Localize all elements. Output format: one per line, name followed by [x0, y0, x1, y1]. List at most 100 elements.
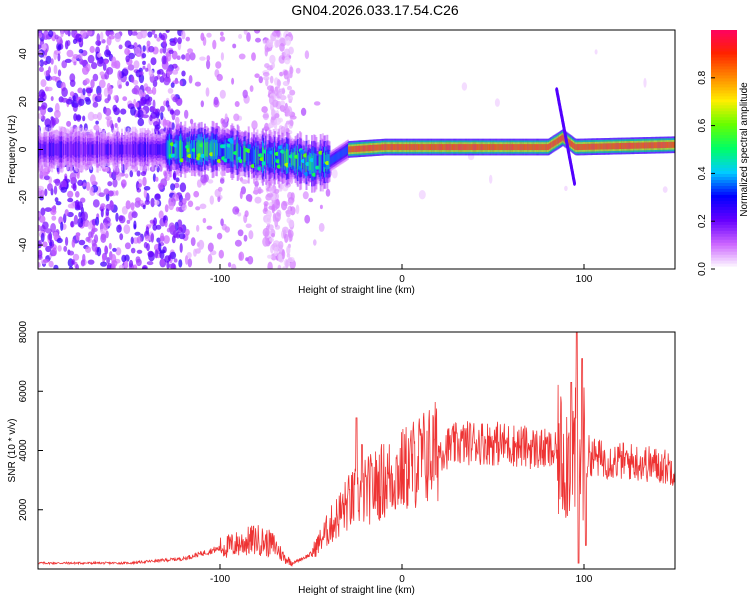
spectrogram-ridge-cell	[297, 153, 300, 168]
spectrogram-ridge-cell	[209, 143, 212, 156]
spectrogram-ridge-cell	[587, 143, 590, 150]
spectrogram-blob	[313, 239, 317, 246]
spectrogram-ridge-cell	[122, 144, 125, 155]
spectrogram-ridge-cell	[240, 146, 242, 161]
spectrogram-blob	[93, 234, 99, 244]
spectrogram-blob	[304, 50, 310, 60]
spectrogram-ridge-cell	[573, 142, 576, 149]
spectrogram-blob	[77, 179, 84, 186]
spectrogram-blob	[113, 95, 118, 101]
spectrogram-ridge-cell	[54, 143, 57, 156]
spectrogram-blob	[152, 99, 156, 109]
colorbar-cell	[711, 200, 737, 204]
spectrogram-blob	[216, 73, 223, 82]
spectrogram-ridge-cell	[523, 144, 526, 151]
spectrogram-ridge-cell	[360, 145, 363, 152]
spectrogram-ridge-cell	[83, 142, 86, 157]
spectrogram-blob	[152, 173, 156, 182]
spectrogram-blob	[82, 253, 86, 263]
spectrogram-blob	[168, 222, 175, 232]
spectrogram-ridge-cell	[142, 144, 145, 155]
spectrogram-ridge-cell	[554, 139, 557, 146]
spectrogram-blob	[313, 101, 321, 106]
colorbar-cell	[711, 263, 737, 267]
colorbar-cell	[711, 33, 737, 37]
spectrogram-ridge-cell	[557, 137, 560, 144]
spectrogram-ridge-cell	[388, 144, 391, 151]
spectrogram-ridge-cell	[272, 147, 275, 168]
spectrogram-ridge-cell	[268, 146, 271, 169]
spectrogram-blob	[254, 196, 262, 204]
spectrogram-ridge-cell	[558, 136, 561, 143]
spectrogram-ridge-cell	[295, 151, 298, 169]
spectrogram-ridge-cell	[348, 146, 351, 153]
spectrogram-ridge-cell	[224, 143, 227, 158]
colorbar-cell	[711, 197, 737, 201]
spectrogram-blob	[96, 58, 104, 67]
spectrogram-ridge-cell	[542, 144, 545, 151]
x-axis-label: Height of straight line (km)	[298, 285, 415, 296]
spectrogram-blob	[115, 212, 119, 222]
spectrogram-blob	[49, 118, 55, 129]
spectrogram-ridge-cell	[308, 156, 311, 171]
spectrogram-blob	[283, 48, 291, 58]
spectrogram-blob	[78, 49, 84, 54]
colorbar-cell	[711, 257, 737, 261]
spectrogram-blob	[160, 112, 164, 120]
spectrogram-blob	[39, 59, 44, 67]
spectrogram-blob	[54, 34, 59, 40]
spectrogram-blob	[130, 202, 135, 211]
spectrogram-ridge-cell	[164, 142, 167, 157]
spectrogram-blob	[262, 72, 270, 77]
spectrogram-ridge-cell	[176, 140, 179, 159]
spectrogram-ridge-cell	[78, 141, 81, 158]
spectrogram-ridge-cell	[199, 141, 202, 158]
spectrogram-blob	[118, 264, 125, 269]
spectrogram-ridge-cell	[657, 142, 660, 149]
spectrogram-ridge-cell	[502, 144, 505, 151]
spectrogram-ridge-cell	[407, 144, 410, 151]
spectrogram-ridge-cell	[63, 143, 66, 156]
spectrogram-blob	[232, 43, 237, 49]
spectrogram-ridge-cell	[585, 143, 588, 150]
spectrogram-ridge-cell	[581, 144, 584, 150]
spectrogram-ridge-cell	[525, 144, 527, 151]
spectrogram-ridge-cell	[104, 143, 107, 156]
spectrogram-blob	[165, 30, 170, 33]
colorbar-cell	[711, 36, 737, 40]
spectrogram-blob	[206, 59, 211, 70]
spectrogram-ridge-cell	[106, 143, 109, 156]
spectrogram-ridge-cell	[157, 144, 159, 155]
spectrogram-blob	[78, 37, 82, 43]
spectrogram-ridge-cell	[88, 144, 91, 155]
spectrogram-blob	[233, 113, 240, 122]
spectrogram-ridge-cell	[87, 142, 90, 157]
spectrogram-blob	[116, 224, 122, 233]
spectrogram-blob	[159, 249, 166, 254]
spectrogram-ridge-cell	[411, 144, 414, 151]
spectrogram-blob	[216, 232, 223, 240]
spectrogram-ridge-cell	[138, 143, 141, 156]
spectrogram-ridge-cell	[205, 142, 208, 157]
spectrogram-blob	[288, 201, 294, 206]
spectrogram-blob	[158, 242, 162, 252]
spectrogram-blob	[169, 109, 175, 115]
spectrogram-ridge-cell	[275, 150, 277, 166]
spectrogram-blob	[100, 208, 104, 218]
spectrogram-blob	[232, 206, 240, 215]
spectrogram-blob	[109, 31, 115, 36]
spectrogram-ridge-cell	[356, 145, 359, 152]
spectrogram-blob	[114, 32, 122, 43]
spectrogram-blob	[188, 75, 193, 84]
spectrogram-ridge-cell	[312, 155, 315, 172]
spectrogram-ridge-cell	[408, 144, 411, 151]
spectrogram-blob	[168, 49, 174, 54]
colorbar-cell	[711, 191, 737, 195]
spectrogram-blob	[60, 221, 64, 231]
spectrogram-blob	[268, 122, 275, 128]
spectrogram-blob	[248, 230, 254, 240]
colorbar-cell	[711, 30, 737, 34]
spectrogram-ridge-cell	[449, 144, 452, 151]
spectrogram-blob	[220, 118, 225, 125]
